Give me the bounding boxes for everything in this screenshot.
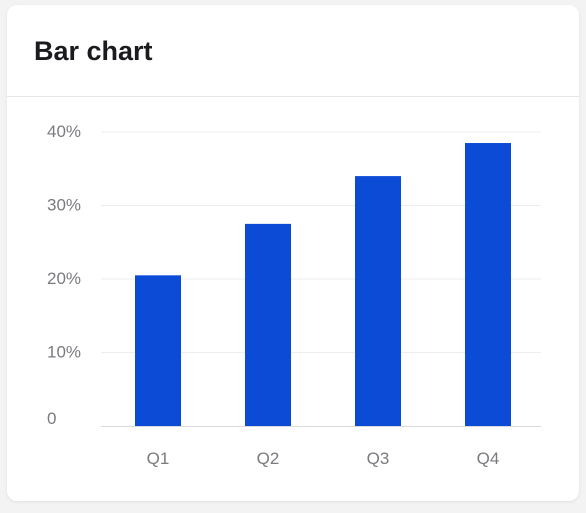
card-title: Bar chart (34, 36, 153, 66)
y-tick-label: 20% (47, 269, 81, 288)
bar-q4 (465, 143, 511, 426)
bar-chart: 0 10% 20% 30% 40% Q1 Q2 Q3 Q4 (47, 122, 541, 468)
bar-q1 (135, 275, 181, 426)
card-header: Bar chart (7, 5, 579, 97)
x-tick-label: Q3 (367, 449, 390, 468)
x-tick-label: Q4 (477, 449, 500, 468)
bar-q3 (355, 176, 401, 426)
y-tick-label: 10% (47, 343, 81, 362)
chart-area: 0 10% 20% 30% 40% Q1 Q2 Q3 Q4 (7, 97, 579, 501)
bar-q2 (245, 223, 291, 426)
chart-card: Bar chart 0 10% 20% 30% 40% Q1 Q2 Q3 Q4 (7, 5, 579, 501)
y-tick-label: 0 (47, 409, 56, 428)
x-tick-label: Q1 (147, 449, 170, 468)
y-tick-label: 30% (47, 196, 81, 215)
x-tick-label: Q2 (257, 449, 280, 468)
y-tick-label: 40% (47, 122, 81, 141)
